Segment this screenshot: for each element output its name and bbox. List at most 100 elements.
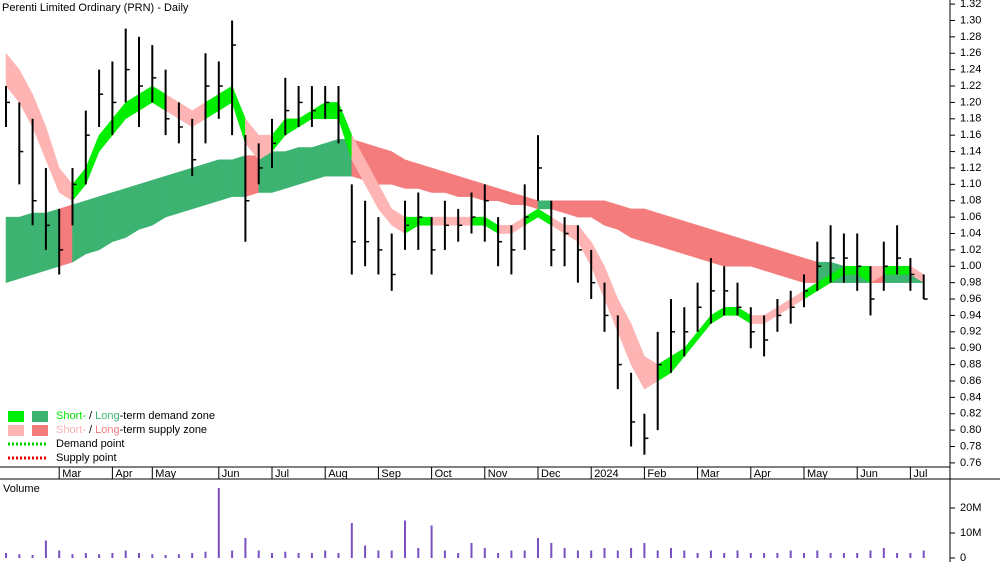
volume-bar [630,548,633,558]
zone-band [205,159,220,206]
zone-band [231,155,246,197]
x-tick-label: Nov [488,468,508,480]
volume-bar [337,553,340,558]
legend-label: Supply point [56,452,117,464]
zone-band [763,245,778,275]
volume-bar [563,548,566,558]
volume-bar [177,554,180,558]
legend-label: Demand point [56,438,125,450]
volume-bar [417,548,420,558]
zone-band [85,196,100,255]
volume-bar [18,554,21,558]
zone-band [497,225,512,234]
volume-bar [297,553,300,558]
zone-band [32,212,47,275]
y-tick-label: 20M [960,502,981,514]
volume-bar [643,543,646,558]
zone-band [431,167,446,193]
x-tick-label: Jul [275,468,289,480]
volume-bar [696,553,699,558]
volume-bar [164,555,167,558]
panel-title: Volume [3,483,40,495]
x-tick-label: Dec [541,468,561,480]
x-tick-label: 2024 [594,468,618,480]
volume-bar [763,553,766,558]
volume-bar [537,538,539,558]
volume-bar [138,553,140,558]
volume-bar [776,553,779,558]
zone-band [457,216,472,226]
zone-band [125,184,140,239]
y-tick-label: 0.76 [960,457,981,469]
zone-band [431,216,446,226]
zone-band [5,216,20,283]
x-tick-label: Jul [913,468,927,480]
volume-bar [869,550,872,558]
volume-bar [284,551,287,558]
volume-bar [882,548,885,558]
volume-bar [58,550,61,558]
y-tick-label: 0.90 [960,342,981,354]
volume-bar [576,550,579,558]
volume-bar [803,553,805,558]
zone-band [723,233,738,267]
y-tick-label: 1.10 [960,178,981,190]
zone-band [684,220,698,259]
volume-bar [709,550,712,558]
volume-bar [271,553,273,558]
zone-band [152,175,166,226]
zone-band [883,266,898,275]
zone-band [790,253,805,283]
y-tick-label: 0.88 [960,358,981,370]
zone-band [737,237,752,267]
x-tick-label: May [807,468,828,480]
volume-bar [603,548,606,558]
volume-bar [217,488,220,558]
volume-bar [364,545,367,558]
volume-bar [98,554,101,558]
y-tick-label: 1.22 [960,80,981,92]
x-tick-label: Aug [328,468,348,480]
volume-bar [443,550,446,558]
volume-bar [204,551,207,558]
y-tick-label: 1.06 [960,211,981,223]
zone-band [644,208,658,247]
zone-band [298,147,313,185]
volume-bar [856,553,859,558]
volume-bar [71,554,74,558]
zone-band [630,208,645,243]
volume-bar [483,548,486,558]
y-tick-label: 0.78 [960,440,981,452]
zone-band [577,200,592,218]
x-tick-label: Apr [754,468,771,480]
zone-band [378,147,392,185]
volume-bar [497,553,500,558]
legend-part: Short- [56,410,86,422]
volume-bar [151,554,154,558]
x-tick-label: Apr [115,468,132,480]
volume-bar [736,550,739,558]
x-tick-label: Oct [435,468,452,480]
zone-band [324,138,339,177]
volume-bar [457,553,460,558]
zone-band [58,204,73,267]
legend-swatch [8,411,24,422]
volume-bar [244,538,247,558]
volume-bar [670,548,672,558]
y-tick-label: 0 [960,552,966,562]
legend-part: Long [95,424,119,436]
zone-band [537,200,552,210]
volume-bar [430,525,433,558]
volume-bar [550,543,553,558]
x-tick-label: Mar [62,468,81,480]
volume-bar [390,550,393,558]
zone-band [138,179,153,230]
zone-band [19,212,33,279]
volume-bar [523,550,526,558]
volume-bar [683,550,686,558]
volume-bar [257,550,260,558]
volume-bar [616,550,619,558]
volume-bar [31,555,34,558]
legend-swatch [8,425,24,436]
